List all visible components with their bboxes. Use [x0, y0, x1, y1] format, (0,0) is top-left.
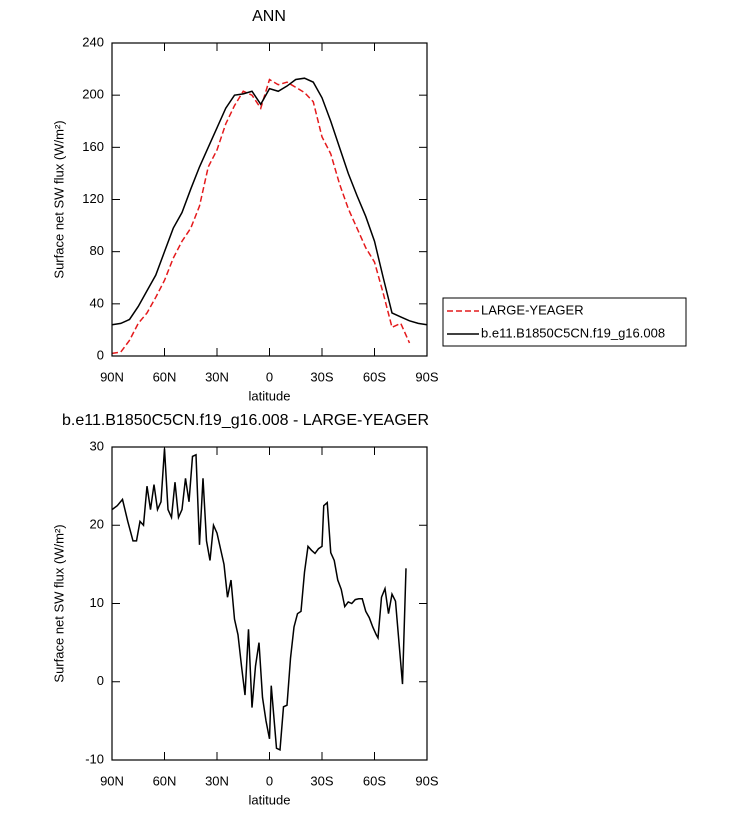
x-tick-label: 60N: [153, 773, 177, 788]
y-tick-label: 30: [90, 438, 104, 453]
x-tick-label: 60S: [363, 369, 386, 384]
y-tick-label: 10: [90, 595, 104, 610]
y-tick-label: 240: [82, 34, 104, 49]
x-tick-label: 0: [266, 773, 273, 788]
x-tick-label: 90S: [415, 773, 438, 788]
x-tick-label: 90N: [100, 369, 124, 384]
x-tick-label: 90N: [100, 773, 124, 788]
y-tick-label: 160: [82, 139, 104, 154]
x-tick-label: 60S: [363, 773, 386, 788]
legend-label: LARGE-YEAGER: [481, 302, 584, 317]
y-tick-label: 0: [97, 673, 104, 688]
y-tick-label: 80: [90, 243, 104, 258]
x-tick-label: 30S: [310, 369, 333, 384]
plot-frame: [111, 42, 428, 357]
data-line: [111, 448, 407, 751]
plot-frame: [111, 446, 428, 761]
y-tick-label: 40: [90, 295, 104, 310]
x-tick-label: 30N: [205, 773, 229, 788]
y-tick-label: -10: [85, 751, 104, 766]
legend-box: [442, 297, 687, 347]
y-axis-label: Surface net SW flux (W/m²): [51, 524, 66, 682]
y-tick-label: 200: [82, 87, 104, 102]
x-tick-label: 60N: [153, 369, 177, 384]
y-tick-label: 0: [97, 347, 104, 362]
data-line: [111, 78, 411, 355]
x-tick-label: 30S: [310, 773, 333, 788]
chart-title: b.e11.B1850C5CN.f19_g16.008 - LARGE-YEAG…: [62, 412, 429, 429]
x-tick-label: 90S: [415, 369, 438, 384]
data-line: [111, 77, 428, 326]
x-tick-label: 30N: [205, 369, 229, 384]
y-axis-label: Surface net SW flux (W/m²): [51, 120, 66, 278]
x-axis-label: latitude: [249, 792, 291, 807]
chart-title: ANN: [252, 8, 286, 25]
y-tick-label: 20: [90, 517, 104, 532]
x-axis-label: latitude: [249, 388, 291, 403]
x-tick-label: 0: [266, 369, 273, 384]
y-tick-label: 120: [82, 191, 104, 206]
legend-label: b.e11.B1850C5CN.f19_g16.008: [481, 325, 665, 340]
